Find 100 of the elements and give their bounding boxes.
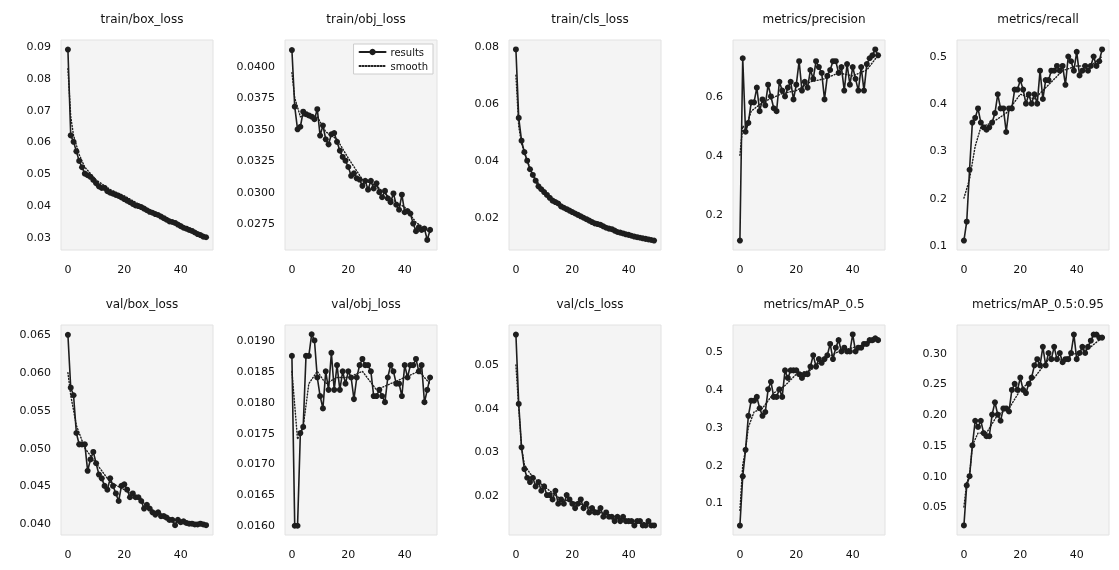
y-tick-label: 0.0165	[236, 488, 275, 502]
y-tick-label: 0.0190	[236, 333, 275, 347]
point	[997, 417, 1004, 424]
x-tick-label: 0	[960, 548, 968, 561]
y-tick-label: 0.05	[474, 358, 499, 372]
y-tick-label: 0.04	[26, 198, 51, 212]
point	[384, 374, 391, 381]
y-tick-label: 0.02	[474, 488, 499, 502]
point	[813, 58, 820, 65]
point	[342, 157, 349, 164]
x-tick-label: 0	[64, 548, 72, 561]
point	[359, 355, 366, 362]
point	[815, 64, 822, 71]
y-tick-label: 0.6	[705, 89, 723, 103]
point	[336, 386, 343, 393]
point	[1099, 46, 1106, 53]
point	[413, 228, 419, 235]
point	[844, 61, 851, 68]
point	[115, 498, 122, 505]
point	[1037, 362, 1044, 369]
y-tick-label: 0.0400	[236, 59, 275, 73]
chart-title: train/box_loss	[100, 12, 184, 26]
point	[356, 362, 363, 369]
y-tick-label: 0.0160	[236, 519, 275, 533]
point	[994, 91, 1001, 98]
point	[84, 467, 91, 474]
point	[989, 411, 996, 418]
point	[745, 412, 752, 419]
y-tick-label: 0.04	[474, 401, 499, 415]
point	[1020, 86, 1027, 93]
point	[401, 362, 408, 369]
point	[858, 64, 865, 71]
point	[972, 114, 979, 121]
y-tick-label: 0.10	[922, 469, 947, 483]
chart-title: metrics/mAP_0.5:0.95	[972, 297, 1104, 311]
x-tick-label: 20	[789, 263, 804, 276]
chart-title: train/cls_loss	[551, 12, 629, 26]
y-tick-label: 0.0180	[236, 395, 275, 409]
point	[832, 344, 839, 351]
point	[1090, 53, 1097, 60]
point	[350, 396, 357, 403]
y-tick-label: 0.1	[705, 496, 723, 510]
point	[1017, 77, 1024, 84]
point	[829, 356, 836, 363]
point	[427, 374, 434, 381]
point	[1073, 356, 1080, 363]
point	[821, 96, 828, 103]
point	[311, 337, 318, 344]
point	[172, 522, 179, 529]
point	[288, 47, 295, 54]
point	[398, 393, 405, 400]
y-tick-label: 0.2	[705, 458, 723, 472]
point	[527, 479, 534, 486]
point	[387, 199, 394, 206]
y-tick-label: 0.08	[474, 40, 499, 54]
point	[314, 106, 321, 113]
point	[1079, 343, 1086, 350]
point	[1011, 380, 1018, 387]
point	[572, 505, 579, 512]
x-tick-label: 40	[621, 263, 636, 276]
point	[336, 147, 343, 154]
point	[1039, 95, 1046, 102]
chart-title: val/box_loss	[105, 297, 179, 311]
point	[852, 75, 859, 82]
point	[739, 55, 746, 62]
point	[1031, 362, 1038, 369]
point	[359, 182, 366, 189]
point	[379, 194, 386, 201]
chart-title: metrics/mAP_0.5	[763, 297, 865, 311]
x-tick-label: 0	[288, 263, 296, 276]
point	[339, 153, 346, 160]
y-tick-label: 0.0185	[236, 364, 275, 378]
point	[776, 78, 783, 85]
y-tick-label: 0.060	[19, 366, 51, 380]
y-tick-label: 0.20	[922, 408, 947, 422]
x-tick-label: 0	[64, 263, 72, 276]
point	[345, 368, 352, 375]
point	[753, 393, 760, 400]
point	[538, 487, 545, 494]
point	[977, 119, 984, 126]
y-tick-label: 0.1	[929, 238, 947, 252]
point	[322, 368, 329, 375]
point	[560, 500, 567, 507]
y-tick-label: 0.02	[474, 211, 499, 225]
point	[960, 237, 967, 244]
point	[1003, 129, 1010, 136]
y-tick-label: 0.2	[929, 191, 947, 205]
point	[512, 46, 519, 53]
x-tick-label: 40	[397, 548, 412, 561]
point	[76, 157, 83, 164]
point	[98, 475, 105, 482]
point	[804, 84, 811, 91]
point	[969, 119, 976, 126]
y-tick-label: 0.5	[705, 344, 723, 358]
point	[1073, 48, 1080, 55]
point	[288, 352, 295, 359]
y-tick-label: 0.03	[474, 445, 499, 459]
chart-title: metrics/recall	[997, 12, 1079, 26]
point	[779, 87, 786, 94]
point	[759, 96, 766, 103]
